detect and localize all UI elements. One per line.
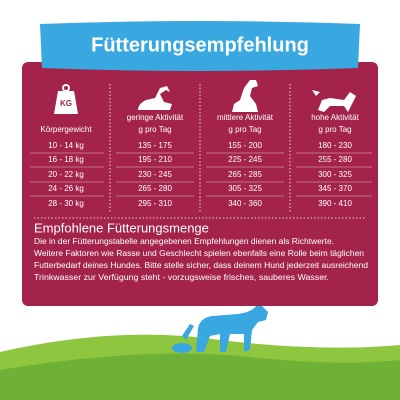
table-cell: 225 - 245 <box>228 155 262 164</box>
column-unit: g pro Tag <box>318 125 351 134</box>
table-cell: 20 - 22 kg <box>48 170 84 179</box>
table-cell: 28 - 30 kg <box>48 199 84 208</box>
dog-playing-icon <box>312 90 356 112</box>
column-header: geringe Aktivität <box>127 113 184 122</box>
panel <box>22 62 378 306</box>
weight-icon <box>54 84 78 114</box>
dog-illustration <box>182 306 268 352</box>
note-heading: Empfohlene Fütterungsmenge <box>34 220 209 235</box>
table-cell: 340 - 360 <box>228 199 262 208</box>
note-line: Weitere Faktoren wie Rasse und Geschlech… <box>34 249 364 258</box>
column-dividers <box>109 84 291 212</box>
table-cell: 305 - 325 <box>228 184 262 193</box>
column-unit: g pro Tag <box>228 125 261 134</box>
column-header: mittlere Aktivität <box>217 113 274 122</box>
title: Fütterungsempfehlung <box>91 34 309 56</box>
table-cell: 155 - 200 <box>228 141 262 150</box>
note-line: Die in der Fütterungstabelle angegebenen… <box>34 237 334 246</box>
table-cell: 255 - 280 <box>318 155 352 164</box>
table-cell: 135 - 175 <box>138 141 172 150</box>
column-unit: g pro Tag <box>138 125 171 134</box>
table-cell: 390 - 410 <box>318 199 352 208</box>
table-cell: 24 - 26 kg <box>48 184 84 193</box>
table-cell: 295 - 310 <box>138 199 172 208</box>
bowl <box>172 343 192 353</box>
table-cell: 230 - 245 <box>138 170 172 179</box>
weight-icon-label: KG <box>60 99 72 108</box>
table-cell: 345 - 370 <box>318 184 352 193</box>
column-header: hohe Aktivität <box>311 113 359 122</box>
column-header: Körpergewicht <box>40 125 92 134</box>
table-cell: 300 - 325 <box>318 170 352 179</box>
table-cell: 180 - 230 <box>318 141 352 150</box>
dog-sitting-icon <box>232 80 258 112</box>
table-cell: 10 - 14 kg <box>48 141 84 150</box>
table-cell: 195 - 210 <box>138 155 172 164</box>
table-cell: 265 - 285 <box>228 170 262 179</box>
table-cell: 265 - 280 <box>138 184 172 193</box>
note-line: Trinkwasser zur Verfügung steht - vorzug… <box>34 273 329 282</box>
note-line: Futterbedarf deines Hundes. Bitte stelle… <box>34 261 368 270</box>
table-cell: 16 - 18 kg <box>48 155 84 164</box>
dog-lying-icon <box>138 86 172 110</box>
grass-front <box>0 353 400 400</box>
title-banner <box>40 21 360 71</box>
